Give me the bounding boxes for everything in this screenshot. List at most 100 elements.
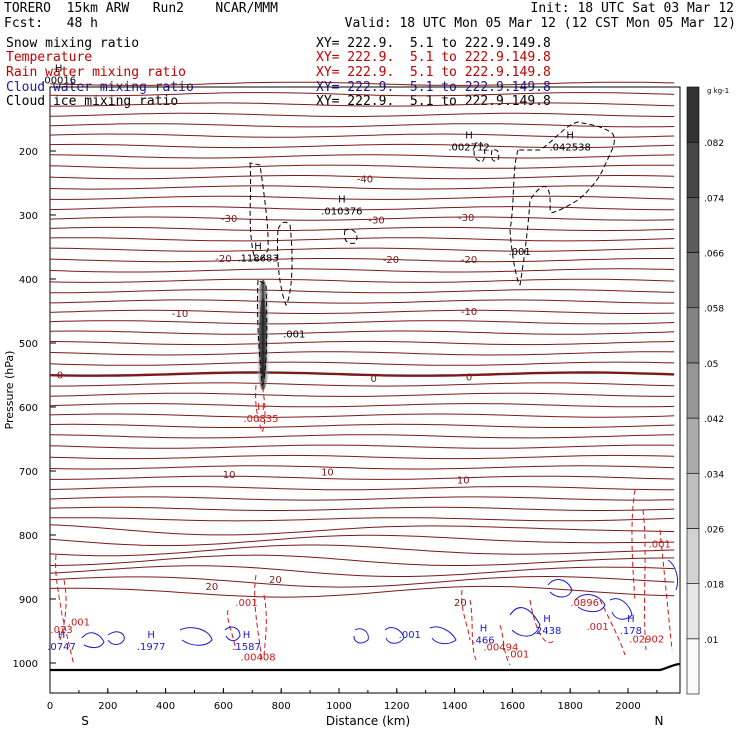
rain-contour-plume-base: [255, 384, 266, 434]
mixing-ratio-contour-label: .00494: [483, 642, 518, 653]
temperature-isotherm: [49, 517, 675, 522]
colorbar-tick-label: .074: [704, 194, 724, 204]
y-tick-label: 1000: [13, 659, 38, 670]
temperature-isotherm: [49, 278, 675, 283]
cloud-water-north-1: [609, 598, 633, 620]
mixing-ratio-contour-label: .02902: [629, 635, 664, 646]
x-axis-start-label: S: [81, 714, 89, 728]
extremum-value: .466: [472, 635, 494, 646]
extremum-marker: H: [543, 614, 551, 625]
snow-plume: [255, 280, 271, 390]
mixing-ratio-contour-label: .001: [283, 329, 305, 340]
temperature-isotherm: [49, 92, 675, 97]
extremum-value: .010376: [321, 207, 362, 218]
colorbar-tick-label: .042: [704, 415, 724, 425]
temperature-isotherm: [49, 434, 675, 439]
field-xy-snow: XY= 222.9. 5.1 to 222.9.149.8: [316, 36, 551, 51]
mixing-ratio-contour-label: .001: [235, 598, 257, 609]
temperature-isotherm: [49, 340, 675, 346]
isotherm-label: 20: [205, 582, 218, 593]
cloud-water-south-4: [224, 626, 241, 642]
model-title: TORERO 15km ARW Run2 NCAR/MMM: [4, 1, 278, 16]
isotherm-label: 0: [466, 372, 472, 383]
temperature-isotherm: [49, 268, 675, 273]
colorbar-segment: [686, 362, 700, 419]
snow-contour-plume-column: [256, 279, 268, 387]
temperature-isotherm: [49, 143, 675, 149]
x-tick-label: 1600: [500, 701, 525, 712]
y-tick-label: 800: [19, 531, 38, 542]
temperature-isotherm: [49, 361, 675, 366]
snow-contour-north-lobe: [509, 121, 615, 286]
surface-line: [50, 662, 681, 672]
freezing-level-isotherm: [49, 371, 675, 377]
snow-contour-north-small: [473, 141, 486, 163]
isotherm-label: -30: [458, 213, 474, 224]
temperature-isotherm: [49, 154, 675, 159]
isotherm-label: 10: [457, 475, 470, 486]
field-name-rain: Rain water mixing ratio: [6, 65, 187, 80]
temperature-isotherm: [49, 247, 675, 252]
isotherm-label: -30: [368, 215, 384, 226]
extremum-value: .178: [620, 626, 642, 637]
cloud-water-east-1: [509, 607, 541, 637]
snow-contour-plume-top: [249, 162, 269, 262]
extremum-marker: H: [243, 630, 251, 641]
extremum-value: .1587: [232, 642, 261, 653]
temperature-isotherm: [50, 195, 675, 200]
extremum-marker: H: [480, 623, 488, 634]
temperature-isotherm: [49, 465, 675, 470]
colorbar-unit: g kg-1: [707, 87, 729, 95]
rain-contour-east-1: [461, 589, 471, 641]
isotherm-label: 10: [223, 470, 236, 481]
extremum-value: .00835: [243, 414, 278, 425]
temperature-isotherm: [49, 216, 675, 221]
y-tick-label: 300: [19, 211, 38, 222]
y-axis-label: Pressure (hPa): [3, 351, 16, 430]
y-tick-label: 700: [19, 467, 38, 478]
temperature-isotherm: [49, 299, 675, 304]
cloud-water-mid-1: [353, 628, 369, 644]
rain-contour-north-4: [659, 529, 673, 651]
temperature-isotherm: [49, 534, 675, 547]
colorbar-segment: [686, 417, 700, 474]
cloud-water-mid-2: [384, 627, 405, 644]
extremum-value: .002712: [448, 143, 489, 154]
colorbar-segment: [686, 583, 700, 640]
contour-labels: -40 -30 -30 -30 -20 -20 -20 -10 -10 0 0 0 10 10 10 20 20…: [41, 63, 671, 663]
temperature-isotherm: [49, 585, 675, 598]
x-tick-label: 0: [47, 701, 53, 712]
temperature-isotherm: [49, 565, 675, 577]
field-xy-cloud-ice: XY= 222.9. 5.1 to 222.9.149.8: [316, 94, 551, 109]
rain-contour-mid-3: [263, 594, 267, 656]
field-name-temperature: Temperature: [6, 50, 93, 65]
extremum-marker: H: [257, 402, 265, 413]
temperature-isotherm: [49, 123, 675, 128]
colorbar-segment: [686, 197, 700, 253]
forecast-hour: Fcst: 48 h: [4, 16, 98, 31]
rain-contour-south: [55, 554, 75, 666]
extremum-marker: H: [338, 195, 346, 206]
snow-contours: [249, 121, 615, 387]
colorbar-segment: [686, 307, 700, 364]
isotherm-label: -20: [215, 254, 231, 265]
plot-frame: [49, 86, 681, 694]
colorbar-tick-label: .058: [704, 305, 724, 315]
extremum-marker: H: [254, 241, 262, 252]
x-tick-label: 1000: [326, 701, 351, 712]
y-tick-label: 200: [19, 147, 38, 158]
temperature-isotherm: [49, 133, 675, 138]
colorbar-tick-label: .026: [704, 525, 724, 535]
isotherm-label: 20: [269, 575, 282, 586]
mixing-ratio-contour-label: .001: [587, 622, 609, 633]
isotherm-label: -30: [221, 214, 237, 225]
mixing-ratio-contour-label: .001: [649, 539, 671, 550]
field-xy-temperature: XY= 222.9. 5.1 to 222.9.149.8: [316, 50, 551, 65]
temperature-isotherm: [49, 392, 675, 397]
temperature-isotherm: [49, 444, 675, 449]
field-name-snow: Snow mixing ratio: [6, 36, 140, 51]
snow-contour-side-lobe: [277, 221, 293, 307]
temperature-isotherm: [50, 102, 675, 107]
x-tick-label: 200: [98, 701, 117, 712]
temperature-isotherm: [50, 382, 675, 387]
